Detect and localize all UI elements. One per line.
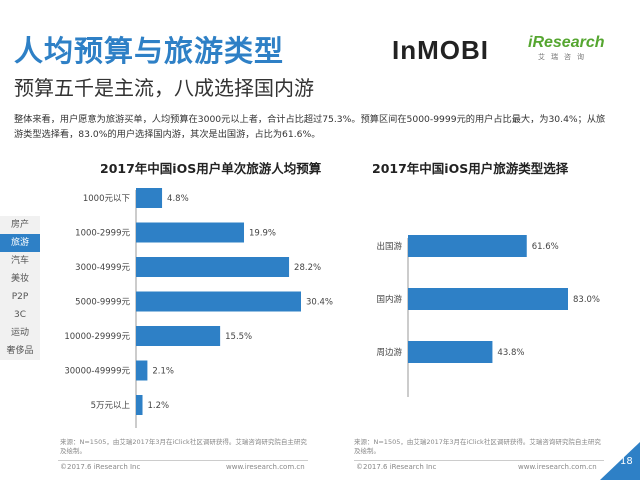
chart-value-label: 2.1% (152, 367, 174, 377)
chart-title-travel-type: 2017年中国iOS用户旅游类型选择 (372, 161, 569, 176)
chart-bar (136, 257, 290, 277)
chart-bar (408, 341, 493, 363)
sidebar-item-sports[interactable]: 运动 (10, 328, 29, 338)
page-subtitle: 预算五千是主流，八成选择国内游 (14, 76, 314, 100)
chart-value-label: 1.2% (148, 401, 170, 411)
inmobi-logo: InMOBI (392, 35, 489, 65)
sidebar-item-auto[interactable]: 汽车 (10, 256, 29, 266)
chart-bar (408, 288, 568, 310)
budget-bar-chart: 1000元以下 4.8% 1000-2999元 19.9% 3000-4999元 28.2… (64, 188, 333, 428)
footer-divider-left (58, 460, 308, 461)
page-number: 18 (620, 456, 633, 467)
url-left[interactable]: www.iresearch.com.cn (226, 463, 305, 471)
chart-category-label: 5000-9999元 (75, 298, 130, 308)
copyright-right: ©2017.6 iResearch Inc (356, 463, 437, 471)
page-title: 人均预算与旅游类型 (14, 34, 285, 68)
sidebar-item-real-estate[interactable]: 房产 (10, 220, 29, 230)
chart-value-label: 30.4% (306, 298, 333, 308)
chart-category-label: 10000-29999元 (64, 332, 130, 342)
sidebar-nav: 房产 旅游 汽车 美妆 P2P 3C 运动 奢侈品 (0, 216, 40, 360)
chart-bar (136, 291, 301, 312)
footer-divider-right (354, 460, 604, 461)
chart-category-label: 30000-49999元 (64, 367, 130, 377)
chart-value-label: 83.0% (573, 295, 600, 305)
url-right[interactable]: www.iresearch.com.cn (518, 463, 597, 471)
chart-value-label: 15.5% (225, 332, 252, 342)
chart-bar (136, 188, 163, 208)
chart-category-label: 5万元以上 (91, 401, 131, 411)
chart-value-label: 43.8% (497, 348, 524, 358)
chart-value-label: 4.8% (167, 194, 189, 204)
source-note-right: 来源：N=1505，由艾瑞2017年3月在iClick社区调研获得。艾瑞咨询研究… (354, 438, 601, 455)
chart-category-label: 1000元以下 (83, 194, 131, 204)
chart-category-label: 1000-2999元 (75, 229, 130, 239)
sidebar-item-beauty[interactable]: 美妆 (10, 274, 29, 284)
source-note-left: 来源：N=1505，由艾瑞2017年3月在iClick社区调研获得。艾瑞咨询研究… (60, 438, 307, 455)
sidebar-item-luxury[interactable]: 奢侈品 (6, 346, 34, 356)
chart-category-label: 周边游 (376, 347, 402, 358)
chart-category-label: 出国游 (376, 241, 402, 252)
description-text: 整体来看，用户愿意为旅游买单，人均预算在3000元以上者，合计占比超过75.3%… (14, 114, 606, 140)
chart-category-label: 3000-4999元 (75, 263, 130, 273)
sidebar-item-p2p[interactable]: P2P (11, 292, 29, 302)
chart-value-label: 28.2% (294, 263, 321, 273)
travel-type-bar-chart: 出国游 61.6% 国内游 83.0% 周边游 43.8% (376, 235, 600, 397)
page-corner-decoration (600, 442, 640, 480)
copyright-left: ©2017.6 iResearch Inc (60, 463, 141, 471)
chart-title-budget: 2017年中国iOS用户单次旅游人均预算 (100, 161, 322, 176)
iresearch-logo-text: iResearch (528, 34, 605, 51)
sidebar-item-travel[interactable]: 旅游 (0, 234, 40, 252)
chart-bar (136, 222, 245, 243)
chart-bar (408, 235, 527, 257)
iresearch-logo: iResearch 艾瑞咨询 (528, 34, 605, 62)
chart-value-label: 61.6% (532, 242, 559, 252)
chart-value-label: 19.9% (249, 229, 276, 239)
chart-bar (136, 360, 148, 381)
chart-category-label: 国内游 (376, 294, 402, 305)
sidebar-item-3c[interactable]: 3C (13, 310, 26, 320)
chart-bar (136, 395, 143, 415)
iresearch-logo-cn: 艾瑞咨询 (538, 53, 590, 61)
chart-bar (136, 326, 221, 346)
